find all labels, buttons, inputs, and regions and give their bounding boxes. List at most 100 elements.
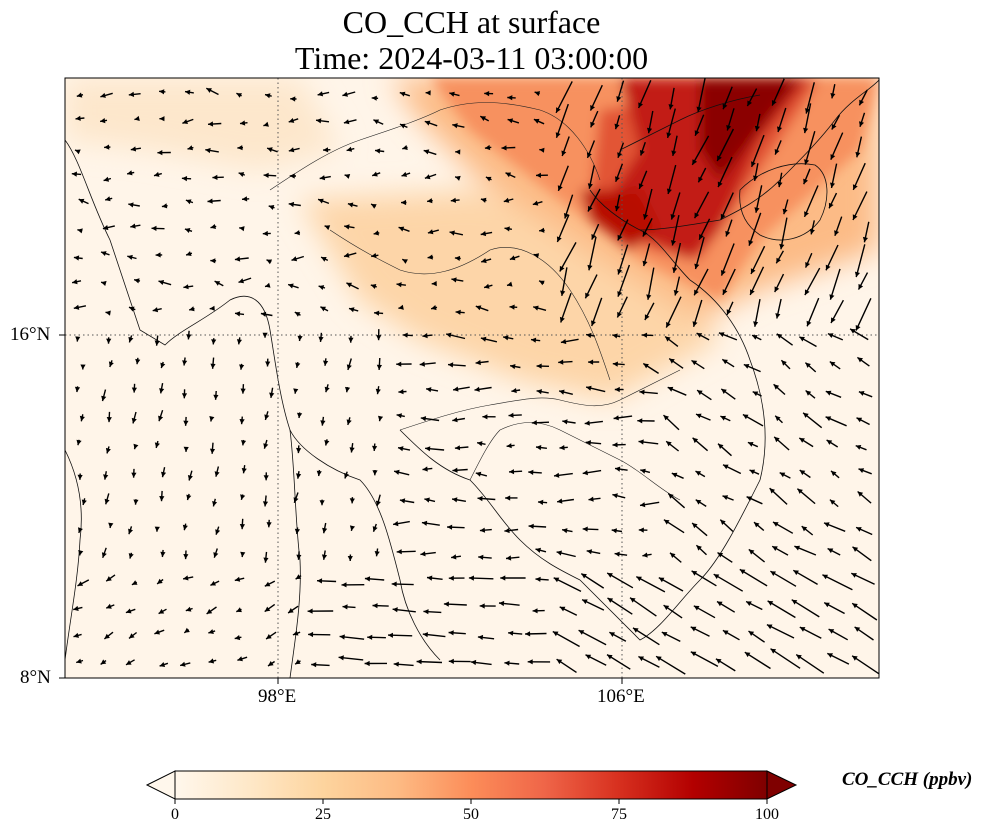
wind-arrow: [799, 626, 822, 639]
wind-arrow: [638, 170, 648, 190]
wind-arrow: [339, 634, 365, 640]
wind-arrow: [316, 469, 322, 477]
wind-arrow: [105, 574, 116, 582]
wind-arrow: [718, 332, 738, 341]
wind-arrow: [553, 472, 573, 478]
wind-arrow: [746, 496, 763, 505]
map-title: CO_CCH at surface: [342, 4, 601, 40]
wind-arrow: [128, 335, 134, 343]
wind-arrow: [748, 630, 765, 643]
wind-arrow: [609, 631, 627, 642]
wind-arrow: [556, 658, 577, 673]
wind-arrow: [530, 337, 541, 343]
wind-arrow: [291, 255, 305, 262]
wind-arrow: [694, 237, 705, 270]
wind-arrow: [106, 411, 112, 423]
wind-arrow: [539, 147, 545, 153]
wind-arrow: [181, 389, 188, 399]
wind-arrow: [766, 623, 795, 639]
wind-arrow: [294, 659, 301, 665]
wind-arrow: [179, 661, 191, 667]
wind-arrow: [317, 198, 330, 205]
wind-arrow: [794, 545, 817, 556]
wind-arrow: [75, 336, 81, 342]
wind-arrow: [722, 268, 736, 296]
wind-arrow: [637, 418, 655, 424]
wind-arrow: [318, 332, 324, 342]
wind-arrow: [804, 131, 816, 165]
wind-arrow: [663, 414, 680, 431]
wind-arrow: [266, 519, 272, 528]
wind-arrow: [753, 521, 765, 532]
wind-arrow: [479, 115, 490, 122]
wind-arrow: [100, 251, 110, 256]
colorbar-label: CO_CCH (ppbv): [842, 769, 973, 790]
wind-arrow: [479, 603, 496, 609]
wind-arrow: [505, 172, 516, 179]
concentration-field: [65, 78, 879, 678]
wind-arrow: [396, 413, 405, 419]
wind-arrow: [829, 499, 839, 508]
wind-arrow: [450, 197, 460, 203]
wind-arrow: [771, 545, 789, 556]
wind-arrow: [153, 171, 162, 177]
wind-arrow: [671, 472, 684, 479]
wind-arrow: [108, 360, 114, 368]
wind-arrow: [823, 601, 845, 615]
wind-arrow: [854, 244, 866, 278]
colorbar-tick-50: 50: [463, 806, 479, 823]
wind-arrow: [349, 497, 355, 504]
wind-arrow: [502, 335, 514, 341]
map-frame: [64, 77, 880, 679]
colorbar-bar: [174, 770, 768, 800]
wind-arrow: [104, 196, 113, 202]
wind-arrow: [372, 603, 389, 609]
wind-arrow: [584, 274, 598, 299]
wind-arrow: [208, 629, 216, 634]
wind-arrow: [266, 147, 278, 153]
wind-arrow: [532, 200, 543, 206]
wind-arrow: [690, 651, 719, 668]
wind-arrow: [533, 305, 547, 311]
wind-arrow: [670, 192, 681, 220]
wind-arrow: [480, 336, 498, 343]
wind-arrow: [101, 389, 107, 402]
wind-arrow: [825, 390, 842, 398]
wind-arrow: [186, 493, 192, 501]
wind-arrow: [642, 552, 652, 558]
wind-arrow: [421, 520, 440, 526]
wind-arrow: [100, 659, 107, 665]
wind-arrow: [777, 107, 787, 133]
wind-arrow: [743, 363, 761, 373]
wind-arrow: [263, 121, 269, 127]
wind-arrow: [668, 358, 684, 369]
wind-arrow: [613, 415, 633, 421]
wind-arrow: [348, 335, 354, 343]
wind-arrow: [239, 518, 245, 530]
wind-arrow: [208, 658, 217, 664]
wind-arrow: [315, 118, 330, 124]
wind-arrow: [791, 599, 820, 618]
wind-arrow: [722, 495, 734, 501]
wind-arrow: [451, 554, 461, 560]
wind-arrow: [606, 572, 634, 589]
wind-arrow: [640, 468, 651, 474]
wind-arrow: [396, 282, 406, 288]
wind-arrow: [525, 631, 547, 637]
wind-arrow: [506, 281, 513, 287]
wind-arrow: [188, 306, 195, 312]
wind-arrow: [617, 244, 629, 275]
wind-arrow: [443, 601, 467, 607]
wind-arrow: [105, 603, 115, 609]
wind-arrow: [504, 660, 520, 666]
wind-arrow: [482, 414, 496, 420]
wind-arrow: [103, 471, 109, 480]
wind-arrow: [152, 307, 162, 313]
wind-arrow: [375, 494, 381, 507]
wind-arrow: [505, 495, 518, 501]
wind-arrow: [535, 172, 548, 178]
wind-arrow: [695, 413, 711, 421]
wind-arrow: [241, 196, 250, 202]
wind-arrow: [320, 416, 326, 426]
wind-arrow: [862, 221, 870, 243]
